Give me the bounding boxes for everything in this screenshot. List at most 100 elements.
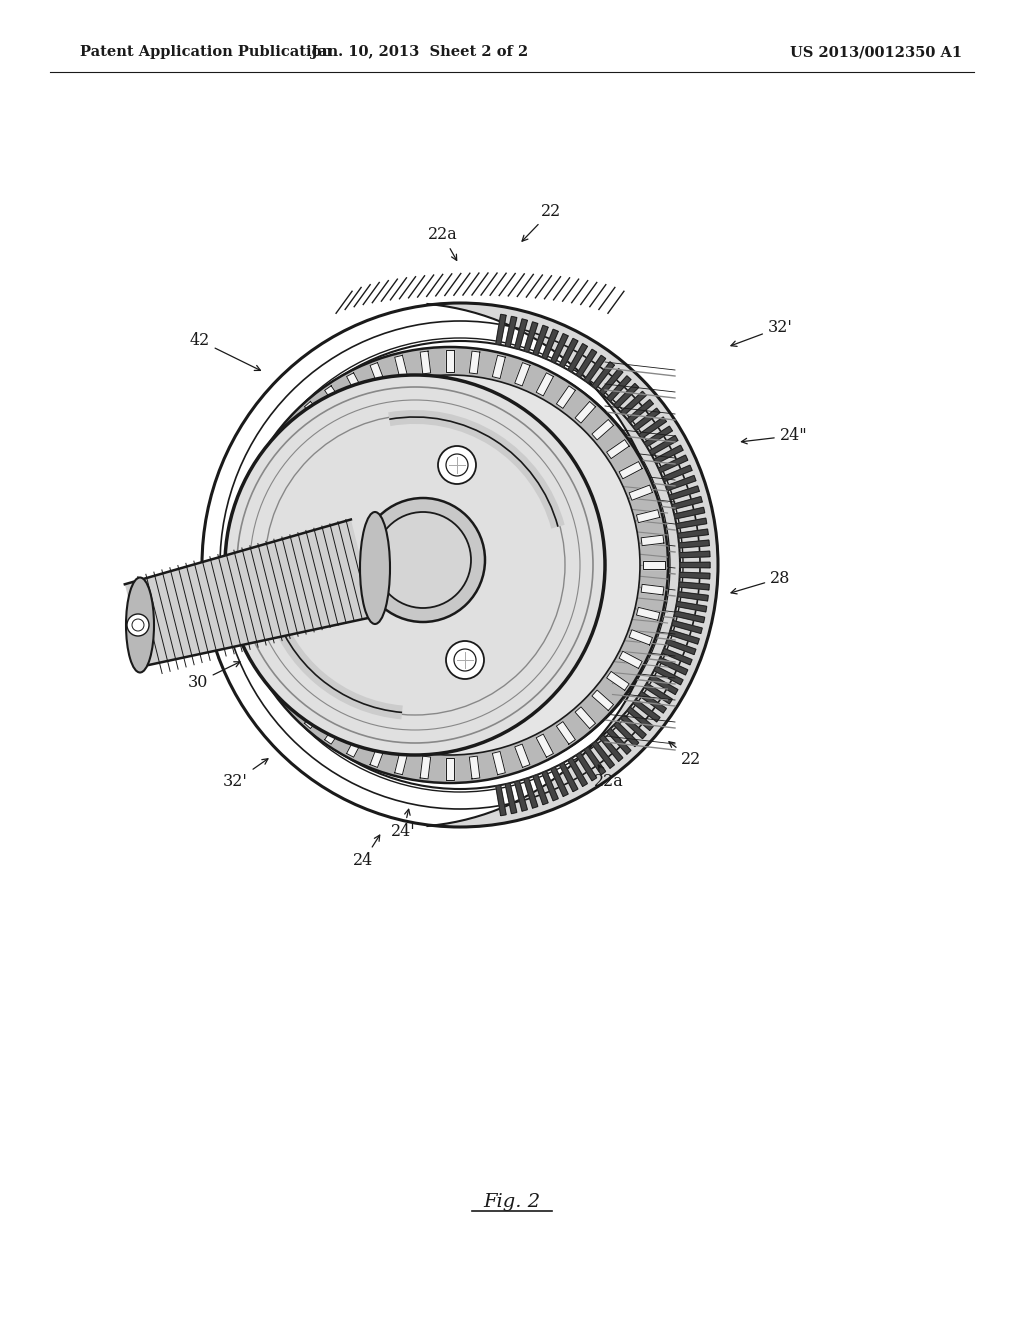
Polygon shape	[524, 777, 538, 808]
Polygon shape	[556, 722, 575, 744]
Polygon shape	[493, 751, 505, 775]
Polygon shape	[633, 408, 660, 430]
Polygon shape	[592, 420, 613, 440]
Polygon shape	[620, 651, 642, 668]
Polygon shape	[663, 465, 692, 482]
Polygon shape	[627, 400, 653, 422]
Polygon shape	[621, 391, 646, 416]
Polygon shape	[515, 363, 530, 385]
Text: 32': 32'	[731, 319, 793, 346]
Polygon shape	[420, 756, 431, 779]
Polygon shape	[237, 585, 259, 595]
Polygon shape	[669, 630, 699, 644]
Polygon shape	[607, 376, 631, 401]
Polygon shape	[599, 735, 623, 762]
Polygon shape	[287, 690, 308, 710]
Polygon shape	[496, 785, 506, 816]
Polygon shape	[676, 602, 707, 611]
Polygon shape	[515, 780, 527, 810]
Polygon shape	[606, 440, 629, 458]
Polygon shape	[627, 708, 653, 730]
Polygon shape	[427, 304, 718, 826]
Polygon shape	[515, 744, 530, 767]
Text: 22a: 22a	[594, 766, 625, 789]
Polygon shape	[639, 692, 667, 713]
Circle shape	[446, 642, 484, 678]
Polygon shape	[606, 672, 629, 690]
Text: 24": 24"	[741, 428, 808, 444]
Polygon shape	[304, 706, 325, 729]
Polygon shape	[469, 756, 480, 779]
Polygon shape	[287, 420, 308, 440]
Text: 32': 32'	[223, 759, 268, 789]
Text: 42: 42	[189, 333, 260, 371]
Polygon shape	[496, 314, 506, 345]
Polygon shape	[568, 758, 588, 787]
Polygon shape	[420, 351, 431, 374]
Ellipse shape	[360, 512, 390, 624]
Polygon shape	[676, 519, 707, 528]
Polygon shape	[559, 763, 578, 792]
Polygon shape	[248, 630, 271, 645]
Polygon shape	[524, 322, 538, 352]
Polygon shape	[370, 744, 385, 767]
Polygon shape	[270, 440, 294, 458]
Polygon shape	[234, 561, 257, 569]
Polygon shape	[654, 667, 683, 685]
Polygon shape	[680, 552, 710, 558]
Polygon shape	[644, 426, 673, 446]
Polygon shape	[666, 475, 696, 491]
Polygon shape	[532, 775, 548, 805]
Polygon shape	[125, 520, 375, 665]
Polygon shape	[556, 385, 575, 408]
Text: 22: 22	[669, 742, 701, 767]
Polygon shape	[532, 325, 548, 355]
Polygon shape	[637, 510, 659, 523]
Polygon shape	[613, 722, 639, 747]
Ellipse shape	[260, 375, 640, 755]
Polygon shape	[658, 455, 688, 473]
Polygon shape	[537, 734, 553, 758]
Polygon shape	[592, 742, 614, 768]
Polygon shape	[599, 368, 623, 395]
Polygon shape	[258, 651, 281, 668]
Text: Patent Application Publication: Patent Application Publication	[80, 45, 332, 59]
Polygon shape	[258, 462, 281, 479]
Text: Jan. 10, 2013  Sheet 2 of 2: Jan. 10, 2013 Sheet 2 of 2	[311, 45, 528, 59]
Polygon shape	[607, 729, 631, 754]
Text: 22a: 22a	[427, 227, 458, 260]
Polygon shape	[346, 372, 364, 396]
Polygon shape	[469, 351, 480, 374]
Polygon shape	[370, 363, 385, 385]
Polygon shape	[270, 672, 294, 690]
Polygon shape	[621, 714, 646, 739]
Polygon shape	[542, 329, 558, 359]
Circle shape	[127, 614, 150, 636]
Polygon shape	[505, 317, 517, 347]
Polygon shape	[649, 675, 678, 694]
Text: 22: 22	[522, 203, 561, 242]
Polygon shape	[577, 752, 597, 780]
Polygon shape	[493, 355, 505, 379]
Polygon shape	[394, 355, 408, 379]
Polygon shape	[241, 607, 263, 620]
Polygon shape	[643, 561, 665, 569]
Polygon shape	[679, 582, 710, 590]
Polygon shape	[515, 319, 527, 350]
Polygon shape	[446, 350, 454, 372]
Polygon shape	[577, 350, 597, 378]
Polygon shape	[641, 585, 664, 595]
Ellipse shape	[126, 578, 154, 672]
Text: US 2013/0012350 A1: US 2013/0012350 A1	[790, 45, 963, 59]
Circle shape	[361, 498, 485, 622]
Polygon shape	[584, 355, 605, 383]
Polygon shape	[649, 436, 678, 455]
Polygon shape	[241, 510, 263, 523]
Text: 24: 24	[353, 836, 380, 869]
Polygon shape	[446, 758, 454, 780]
Polygon shape	[629, 630, 652, 645]
Ellipse shape	[202, 304, 718, 828]
Polygon shape	[680, 562, 710, 568]
Polygon shape	[505, 783, 517, 813]
Polygon shape	[674, 611, 705, 623]
